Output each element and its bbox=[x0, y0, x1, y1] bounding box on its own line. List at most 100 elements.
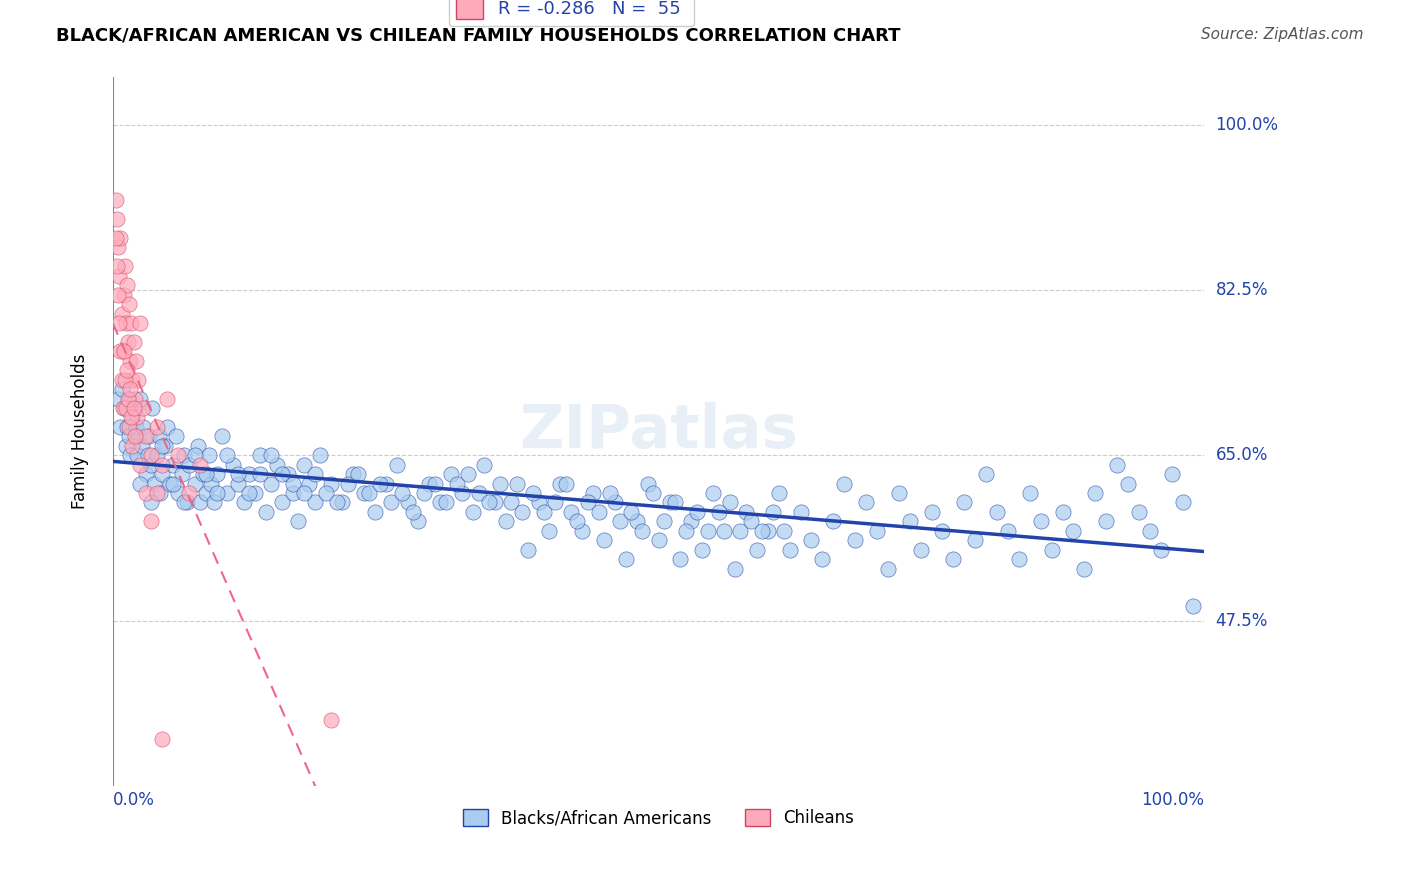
Point bbox=[1139, 524, 1161, 538]
Point bbox=[898, 514, 921, 528]
Point bbox=[1073, 561, 1095, 575]
Point bbox=[773, 524, 796, 538]
Point bbox=[120, 382, 142, 396]
Point bbox=[156, 392, 179, 406]
Point bbox=[120, 448, 142, 462]
Text: BLACK/AFRICAN AMERICAN VS CHILEAN FAMILY HOUSEHOLDS CORRELATION CHART: BLACK/AFRICAN AMERICAN VS CHILEAN FAMILY… bbox=[56, 27, 901, 45]
Point bbox=[1084, 486, 1107, 500]
Point bbox=[173, 495, 195, 509]
Point bbox=[631, 524, 654, 538]
Point bbox=[472, 458, 495, 472]
Point bbox=[217, 486, 239, 500]
Point bbox=[150, 439, 173, 453]
Point bbox=[139, 495, 162, 509]
Point bbox=[495, 514, 517, 528]
Point bbox=[115, 401, 138, 415]
Point bbox=[110, 231, 132, 245]
Point bbox=[271, 467, 294, 482]
Point bbox=[325, 495, 347, 509]
Point bbox=[931, 524, 953, 538]
Point bbox=[315, 486, 337, 500]
Point bbox=[844, 533, 866, 548]
Point bbox=[228, 476, 250, 491]
Point bbox=[942, 552, 965, 566]
Point bbox=[120, 353, 142, 368]
Point bbox=[125, 420, 148, 434]
Point bbox=[124, 401, 146, 415]
Point bbox=[533, 505, 555, 519]
Point bbox=[321, 476, 343, 491]
Point bbox=[413, 486, 436, 500]
Text: 100.0%: 100.0% bbox=[1216, 116, 1278, 134]
Point bbox=[446, 476, 468, 491]
Point bbox=[135, 486, 157, 500]
Point bbox=[1116, 476, 1139, 491]
Point bbox=[211, 429, 233, 443]
Point bbox=[855, 495, 877, 509]
Point bbox=[887, 486, 910, 500]
Point bbox=[249, 467, 271, 482]
Point bbox=[112, 344, 135, 359]
Point bbox=[292, 458, 315, 472]
Point bbox=[122, 334, 145, 349]
Point bbox=[921, 505, 943, 519]
Point bbox=[105, 212, 128, 227]
Point bbox=[159, 476, 181, 491]
Point bbox=[292, 486, 315, 500]
Point bbox=[107, 240, 129, 254]
Point bbox=[603, 495, 626, 509]
Point bbox=[115, 278, 138, 293]
Point bbox=[125, 353, 148, 368]
Point bbox=[141, 401, 163, 415]
Point bbox=[117, 334, 139, 349]
Point bbox=[127, 373, 149, 387]
Point bbox=[364, 505, 387, 519]
Point bbox=[550, 476, 572, 491]
Point bbox=[118, 420, 141, 434]
Point bbox=[637, 476, 659, 491]
Point bbox=[965, 533, 987, 548]
Point bbox=[112, 401, 135, 415]
Point bbox=[440, 467, 463, 482]
Point bbox=[124, 392, 146, 406]
Point bbox=[1040, 542, 1063, 557]
Point bbox=[139, 448, 162, 462]
Point bbox=[997, 524, 1019, 538]
Point bbox=[193, 467, 215, 482]
Point bbox=[599, 486, 621, 500]
Point bbox=[402, 505, 425, 519]
Point bbox=[188, 495, 211, 509]
Point bbox=[730, 524, 752, 538]
Y-axis label: Family Households: Family Households bbox=[72, 354, 89, 509]
Point bbox=[953, 495, 976, 509]
Point bbox=[418, 476, 440, 491]
Point bbox=[1128, 505, 1150, 519]
Point bbox=[304, 467, 326, 482]
Point bbox=[489, 476, 512, 491]
Text: ZIPatlas: ZIPatlas bbox=[519, 402, 799, 461]
Point bbox=[281, 486, 304, 500]
Point bbox=[198, 448, 221, 462]
Point bbox=[368, 476, 391, 491]
Point bbox=[115, 439, 138, 453]
Point bbox=[105, 193, 128, 207]
Point bbox=[148, 429, 170, 443]
Point bbox=[391, 486, 413, 500]
Point bbox=[789, 505, 811, 519]
Point bbox=[620, 505, 643, 519]
Point bbox=[593, 533, 616, 548]
Point bbox=[117, 392, 139, 406]
Point bbox=[451, 486, 474, 500]
Point bbox=[811, 552, 834, 566]
Point bbox=[510, 505, 533, 519]
Point bbox=[866, 524, 889, 538]
Point bbox=[121, 439, 143, 453]
Point bbox=[150, 731, 173, 746]
Point bbox=[461, 505, 484, 519]
Text: 100.0%: 100.0% bbox=[1142, 790, 1205, 808]
Point bbox=[120, 410, 142, 425]
Point bbox=[115, 420, 138, 434]
Point bbox=[129, 316, 152, 330]
Point bbox=[202, 495, 225, 509]
Point bbox=[626, 514, 648, 528]
